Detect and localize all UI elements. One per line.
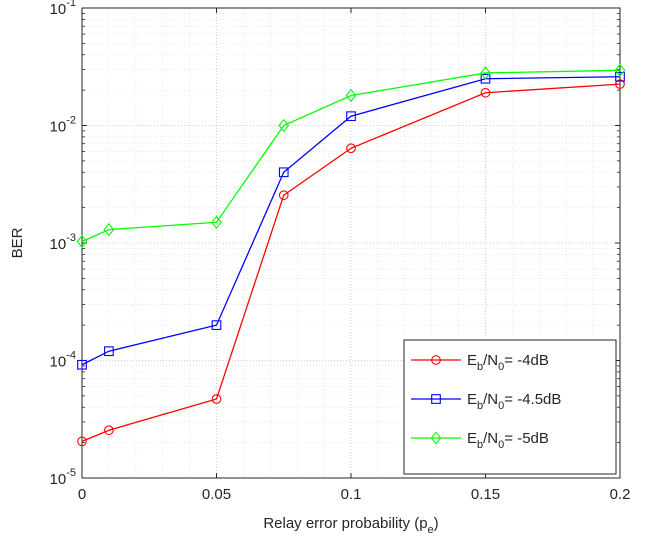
y-tick-label: 10-4 [50, 350, 76, 371]
data-point [480, 73, 491, 84]
data-point [211, 394, 222, 404]
data-point [480, 87, 491, 98]
data-point [104, 425, 114, 436]
legend: Eb/N0= -4dB Eb/N0= -4.5dB Eb/N0= -5dB [403, 339, 617, 475]
series-1 [77, 79, 625, 447]
y-tick-label: 10-5 [50, 467, 76, 488]
series-3 [76, 63, 626, 249]
data-point [345, 88, 357, 103]
data-point [278, 190, 289, 201]
y-tick-label: 10-3 [50, 232, 76, 253]
data-point [76, 234, 88, 249]
data-point [211, 320, 222, 330]
legend-label: Eb/N0= -4.5dB [467, 391, 561, 412]
legend-label: Eb/N0= -4dB [467, 352, 549, 373]
y-tick-label: 10-1 [50, 0, 76, 18]
x-tick-label: 0.15 [471, 486, 500, 503]
legend-marker [430, 431, 442, 445]
legend-marker [431, 355, 441, 365]
series [76, 63, 626, 447]
x-axis-title-main: Relay error probability (p [263, 515, 427, 532]
series-line [81, 83, 621, 442]
x-tick-label: 0 [78, 486, 86, 503]
data-point [346, 143, 356, 154]
data-point [103, 222, 115, 237]
x-axis-title: Relay error probability (pe) [263, 515, 438, 536]
x-tick-label: 0.1 [341, 486, 362, 503]
x-tick-label: 0.05 [202, 486, 231, 503]
data-point [614, 63, 626, 77]
data-point [346, 111, 356, 122]
data-point [278, 118, 290, 133]
series-line [81, 69, 621, 243]
x-tick-label: 0.2 [610, 486, 631, 503]
legend-marker [431, 394, 441, 404]
data-point [77, 436, 87, 447]
data-point [278, 167, 289, 178]
legend-label: Eb/N0= -5dB [467, 430, 549, 451]
x-axis-title-subscript: e [428, 524, 434, 536]
data-point [480, 66, 491, 80]
data-point [615, 71, 625, 82]
y-tick-label: 10-2 [50, 115, 76, 136]
axis-ticks: 0 0.05 0.1 0.15 0.2 10-5 10-4 10-3 10-2 10-1 [50, 0, 631, 503]
data-point [615, 79, 625, 89]
y-axis-title: BER [9, 227, 26, 258]
data-point [211, 215, 222, 229]
data-point [104, 346, 114, 357]
x-axis-title-close: ) [434, 515, 439, 532]
data-point [77, 359, 87, 370]
